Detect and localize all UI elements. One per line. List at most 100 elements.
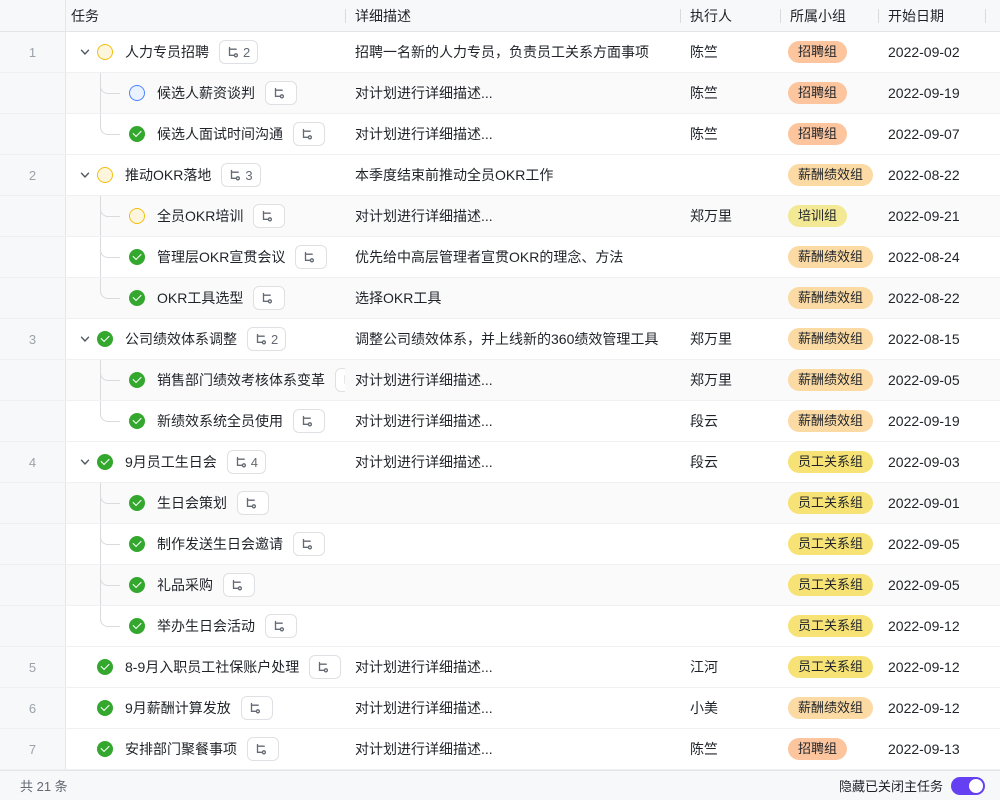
task-description[interactable]: 对计划进行详细描述...	[355, 659, 493, 675]
row-number[interactable]	[0, 278, 66, 318]
table-row[interactable]: 4 9月员工生日会 4 对计划进行详细描述... 段云 员工关系组 2022-0…	[0, 442, 1000, 483]
subtask-count-badge[interactable]	[253, 204, 286, 228]
column-header-description[interactable]: 详细描述	[345, 0, 680, 31]
status-done-icon[interactable]	[129, 372, 145, 388]
group-cell[interactable]: 招聘组	[780, 729, 878, 769]
group-cell[interactable]: 员工关系组	[780, 483, 878, 523]
status-done-icon[interactable]	[97, 700, 113, 716]
hide-closed-toggle[interactable]	[951, 776, 985, 795]
table-row[interactable]: OKR工具选型 选择OKR工具 薪酬绩效组 2022-08-22	[0, 278, 1000, 319]
group-cell[interactable]: 员工关系组	[780, 565, 878, 605]
assignee[interactable]	[680, 565, 780, 605]
assignee[interactable]: 郑万里	[690, 331, 732, 347]
group-cell[interactable]: 招聘组	[780, 32, 878, 72]
task-description[interactable]: 对计划进行详细描述...	[355, 413, 493, 429]
assignee[interactable]	[680, 278, 780, 318]
task-description[interactable]	[345, 606, 680, 646]
group-cell[interactable]: 培训组	[780, 196, 878, 236]
task-description[interactable]: 优先给中高层管理者宣贯OKR的理念、方法	[355, 249, 624, 265]
task-description[interactable]: 调整公司绩效体系，并上线新的360绩效管理工具	[355, 331, 659, 347]
start-date[interactable]: 2022-09-05	[888, 577, 960, 593]
start-date[interactable]: 2022-08-15	[888, 331, 960, 347]
subtask-count-badge[interactable]	[293, 409, 325, 433]
group-cell[interactable]: 薪酬绩效组	[780, 319, 878, 359]
row-number[interactable]: 7	[0, 729, 66, 769]
table-row[interactable]: 销售部门绩效考核体系变革 对计划进行详细描述... 郑万里 薪酬绩效组 2022…	[0, 360, 1000, 401]
row-number[interactable]: 4	[0, 442, 66, 482]
status-todo-icon[interactable]	[97, 167, 113, 183]
start-date[interactable]: 2022-09-12	[888, 700, 960, 716]
start-date[interactable]: 2022-09-01	[888, 495, 960, 511]
task-description[interactable]	[345, 565, 680, 605]
task-cell[interactable]: 新绩效系统全员使用	[66, 401, 345, 441]
start-date[interactable]: 2022-08-22	[888, 290, 960, 306]
status-done-icon[interactable]	[97, 454, 113, 470]
subtask-count-badge[interactable]	[240, 696, 273, 720]
assignee[interactable]: 段云	[690, 413, 718, 429]
assignee[interactable]: 陈竺	[690, 44, 718, 60]
status-done-icon[interactable]	[97, 741, 113, 757]
status-done-icon[interactable]	[129, 577, 145, 593]
subtask-count-badge[interactable]	[309, 655, 342, 679]
task-description[interactable]	[345, 524, 680, 564]
table-row[interactable]: 候选人薪资谈判 对计划进行详细描述... 陈竺 招聘组 2022-09-19	[0, 73, 1000, 114]
table-row[interactable]: 5 8-9月入职员工社保账户处理 对计划进行详细描述... 江河 员工关系组 2…	[0, 647, 1000, 688]
chevron-down-icon[interactable]	[78, 332, 92, 346]
assignee[interactable]	[680, 606, 780, 646]
group-cell[interactable]: 员工关系组	[780, 606, 878, 646]
group-cell[interactable]: 薪酬绩效组	[780, 360, 878, 400]
subtask-count-badge[interactable]	[253, 286, 286, 310]
task-description[interactable]: 本季度结束前推动全员OKR工作	[355, 167, 554, 183]
subtask-count-badge[interactable]	[237, 491, 269, 515]
status-done-icon[interactable]	[129, 413, 145, 429]
group-cell[interactable]: 薪酬绩效组	[780, 688, 878, 728]
start-date[interactable]: 2022-09-12	[888, 659, 960, 675]
column-header-task[interactable]: 任务	[71, 7, 99, 24]
row-number[interactable]	[0, 360, 66, 400]
task-cell[interactable]: 管理层OKR宣贯会议	[66, 237, 345, 277]
task-cell[interactable]: 销售部门绩效考核体系变革	[66, 360, 345, 400]
status-done-icon[interactable]	[129, 126, 145, 142]
task-cell[interactable]: OKR工具选型	[66, 278, 345, 318]
status-done-icon[interactable]	[129, 495, 145, 511]
task-description[interactable]: 招聘一名新的人力专员，负责员工关系方面事项	[355, 44, 649, 60]
table-row[interactable]: 6 9月薪酬计算发放 对计划进行详细描述... 小美 薪酬绩效组 2022-09…	[0, 688, 1000, 729]
group-cell[interactable]: 招聘组	[780, 73, 878, 113]
group-cell[interactable]: 员工关系组	[780, 524, 878, 564]
table-row[interactable]: 7 安排部门聚餐事项 对计划进行详细描述... 陈竺 招聘组 2022-09-1…	[0, 729, 1000, 770]
status-done-icon[interactable]	[97, 659, 113, 675]
group-cell[interactable]: 员工关系组	[780, 442, 878, 482]
assignee[interactable]: 陈竺	[690, 85, 718, 101]
task-cell[interactable]: 公司绩效体系调整 2	[66, 319, 345, 359]
task-cell[interactable]: 9月员工生日会 4	[66, 442, 345, 482]
task-description[interactable]: 对计划进行详细描述...	[355, 85, 493, 101]
subtask-count-badge[interactable]	[247, 737, 279, 761]
assignee[interactable]: 小美	[690, 700, 718, 716]
task-description[interactable]: 选择OKR工具	[355, 290, 442, 306]
column-header-start-date[interactable]: 开始日期	[878, 0, 985, 31]
status-done-icon[interactable]	[129, 249, 145, 265]
row-number[interactable]: 5	[0, 647, 66, 687]
task-cell[interactable]: 8-9月入职员工社保账户处理	[66, 647, 345, 687]
start-date[interactable]: 2022-09-05	[888, 536, 960, 552]
task-description[interactable]: 对计划进行详细描述...	[355, 126, 493, 142]
column-header-group[interactable]: 所属小组	[780, 0, 878, 31]
task-cell[interactable]: 9月薪酬计算发放	[66, 688, 345, 728]
table-row[interactable]: 候选人面试时间沟通 对计划进行详细描述... 陈竺 招聘组 2022-09-07	[0, 114, 1000, 155]
assignee[interactable]: 陈竺	[690, 126, 718, 142]
task-cell[interactable]: 人力专员招聘 2	[66, 32, 345, 72]
table-row[interactable]: 制作发送生日会邀请 员工关系组 2022-09-05	[0, 524, 1000, 565]
row-number[interactable]	[0, 483, 66, 523]
start-date[interactable]: 2022-09-03	[888, 454, 960, 470]
task-cell[interactable]: 生日会策划	[66, 483, 345, 523]
table-row[interactable]: 新绩效系统全员使用 对计划进行详细描述... 段云 薪酬绩效组 2022-09-…	[0, 401, 1000, 442]
row-number[interactable]: 6	[0, 688, 66, 728]
subtask-count-badge[interactable]: 3	[221, 163, 261, 187]
table-row[interactable]: 生日会策划 员工关系组 2022-09-01	[0, 483, 1000, 524]
start-date[interactable]: 2022-08-24	[888, 249, 960, 265]
group-cell[interactable]: 薪酬绩效组	[780, 155, 878, 195]
start-date[interactable]: 2022-09-02	[888, 44, 960, 60]
task-cell[interactable]: 制作发送生日会邀请	[66, 524, 345, 564]
subtask-count-badge[interactable]	[223, 573, 255, 597]
subtask-count-badge[interactable]	[293, 122, 325, 146]
